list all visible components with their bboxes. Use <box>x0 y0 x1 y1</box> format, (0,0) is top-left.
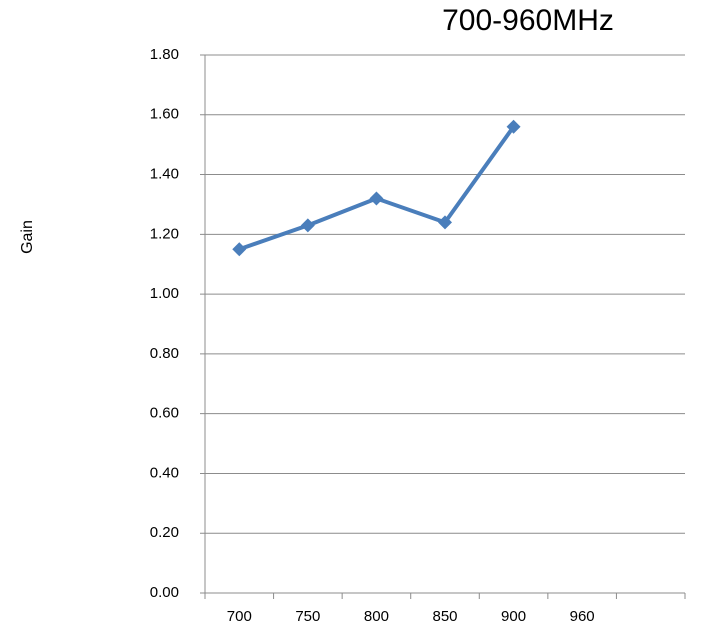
y-tick-label: 1.60 <box>150 106 179 123</box>
x-tick-label: 850 <box>432 608 457 625</box>
y-tick-label: 1.20 <box>150 225 179 242</box>
x-tick-label: 750 <box>295 608 320 625</box>
y-tick-label: 0.20 <box>150 524 179 541</box>
data-point <box>506 119 521 134</box>
y-tick-label: 1.80 <box>150 46 179 63</box>
data-point <box>232 242 247 257</box>
x-tick-label: 700 <box>227 608 252 625</box>
y-tick-label: 0.40 <box>150 464 179 481</box>
y-tick-label: 0.00 <box>150 584 179 601</box>
series-line <box>238 125 516 252</box>
y-tick-label: 0.80 <box>150 345 179 362</box>
x-tick-label: 960 <box>570 608 595 625</box>
data-point <box>300 218 315 233</box>
data-point <box>438 215 452 230</box>
y-tick-label: 1.00 <box>150 285 179 302</box>
y-tick-label: 1.40 <box>150 166 179 183</box>
x-tick-label: 800 <box>364 608 389 625</box>
y-tick-label: 0.60 <box>150 405 179 422</box>
data-point <box>369 191 384 206</box>
chart-title: 700-960MHz <box>442 4 614 37</box>
x-tick-label: 900 <box>501 608 526 625</box>
y-axis-label: Gain <box>19 220 36 254</box>
